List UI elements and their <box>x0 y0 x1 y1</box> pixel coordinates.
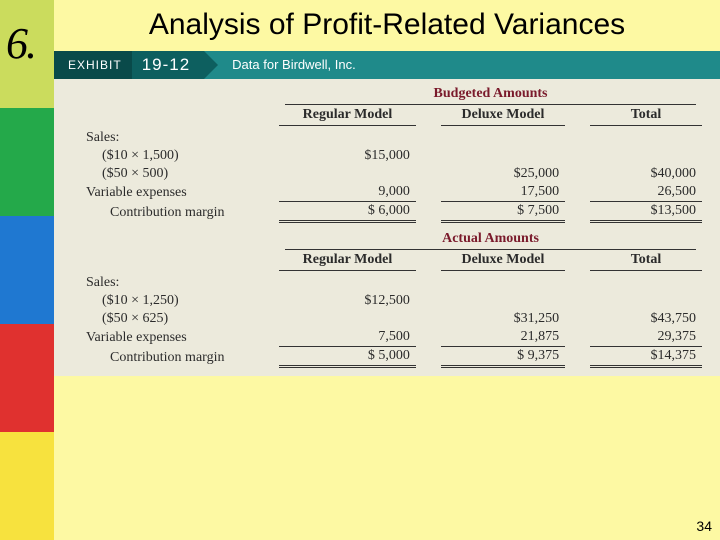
table-row: Variable expenses 9,000 17,500 26,500 <box>80 183 702 202</box>
calc-label: ($50 × 625) <box>80 310 279 328</box>
cell: $31,250 <box>441 310 565 328</box>
col-regular: Regular Model <box>279 106 416 126</box>
cell: $43,750 <box>590 310 702 328</box>
page-number: 34 <box>696 518 712 534</box>
cell: $ 6,000 <box>279 202 416 222</box>
main-area: Analysis of Profit-Related Variances EXH… <box>54 0 720 540</box>
table-row: Budgeted Amounts <box>80 85 702 103</box>
cell: 26,500 <box>590 183 702 202</box>
cell: $25,000 <box>441 165 565 183</box>
table-row: ($10 × 1,250) $12,500 <box>80 292 702 310</box>
actual-heading: Actual Amounts <box>279 230 702 248</box>
cell: $ 9,375 <box>441 347 565 367</box>
sales-label: Sales: <box>80 274 279 292</box>
calc-label: ($10 × 1,500) <box>80 147 279 165</box>
cell: $15,000 <box>279 147 416 165</box>
cell: $40,000 <box>590 165 702 183</box>
slide: 6. Analysis of Profit-Related Variances … <box>0 0 720 540</box>
col-total: Total <box>590 106 702 126</box>
cell: 29,375 <box>590 328 702 347</box>
budgeted-heading: Budgeted Amounts <box>279 85 702 103</box>
chapter-number: 6. <box>6 18 35 69</box>
cell: 21,875 <box>441 328 565 347</box>
table-row: ($50 × 500) $25,000 $40,000 <box>80 165 702 183</box>
cell: $14,375 <box>590 347 702 367</box>
cell: 9,000 <box>279 183 416 202</box>
cell: 17,500 <box>441 183 565 202</box>
table-row: Actual Amounts <box>80 230 702 248</box>
table-row: Variable expenses 7,500 21,875 29,375 <box>80 328 702 347</box>
cell: $12,500 <box>279 292 416 310</box>
table-row: Regular Model Deluxe Model Total <box>80 251 702 271</box>
cell: 7,500 <box>279 328 416 347</box>
table-row: ($10 × 1,500) $15,000 <box>80 147 702 165</box>
table-row: ($50 × 625) $31,250 $43,750 <box>80 310 702 328</box>
cell: $13,500 <box>590 202 702 222</box>
sidebar-seg-5 <box>0 432 54 540</box>
cm-label: Contribution margin <box>80 202 279 222</box>
table-row: Contribution margin $ 5,000 $ 9,375 $14,… <box>80 347 702 367</box>
col-deluxe: Deluxe Model <box>441 106 565 126</box>
exhibit-number: 19-12 <box>132 51 204 79</box>
slide-title: Analysis of Profit-Related Variances <box>74 8 700 43</box>
sales-label: Sales: <box>80 129 279 147</box>
sidebar-seg-4 <box>0 324 54 432</box>
table-row: Sales: <box>80 274 702 292</box>
calc-label: ($10 × 1,250) <box>80 292 279 310</box>
exhibit-label: EXHIBIT <box>54 51 132 79</box>
calc-label: ($50 × 500) <box>80 165 279 183</box>
variance-table: Budgeted Amounts Regular Model Deluxe Mo… <box>80 85 702 369</box>
col-deluxe: Deluxe Model <box>441 251 565 271</box>
sidebar-seg-3 <box>0 216 54 324</box>
sidebar-color-strip <box>0 0 54 540</box>
varexp-label: Variable expenses <box>80 328 279 347</box>
sidebar-seg-2 <box>0 108 54 216</box>
table-row: Regular Model Deluxe Model Total <box>80 106 702 126</box>
cell: $ 7,500 <box>441 202 565 222</box>
exhibit-header: EXHIBIT 19-12 Data for Birdwell, Inc. <box>54 51 720 79</box>
col-regular: Regular Model <box>279 251 416 271</box>
table-row: Sales: <box>80 129 702 147</box>
col-total: Total <box>590 251 702 271</box>
table-row: Contribution margin $ 6,000 $ 7,500 $13,… <box>80 202 702 222</box>
cm-label: Contribution margin <box>80 347 279 367</box>
exhibit-caption: Data for Birdwell, Inc. <box>204 57 356 72</box>
exhibit: EXHIBIT 19-12 Data for Birdwell, Inc. <box>54 51 720 377</box>
cell: $ 5,000 <box>279 347 416 367</box>
varexp-label: Variable expenses <box>80 183 279 202</box>
exhibit-body: Budgeted Amounts Regular Model Deluxe Mo… <box>54 79 720 377</box>
title-area: Analysis of Profit-Related Variances <box>54 0 720 49</box>
